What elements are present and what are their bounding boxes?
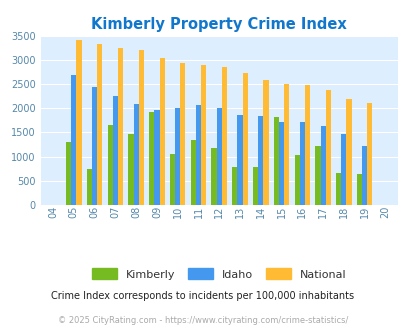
Bar (335, 173, 341, 205)
Bar (66, 142, 71, 205)
Bar (221, 67, 226, 205)
Bar (304, 85, 309, 205)
Bar (345, 99, 351, 205)
Bar (139, 50, 144, 205)
Bar (341, 134, 345, 205)
Bar (216, 109, 221, 205)
Bar (92, 87, 97, 205)
Title: Kimberly Property Crime Index: Kimberly Property Crime Index (91, 17, 346, 32)
Bar (128, 134, 133, 205)
Bar (273, 116, 278, 205)
Text: Crime Index corresponds to incidents per 100,000 inhabitants: Crime Index corresponds to incidents per… (51, 291, 354, 301)
Bar (242, 73, 247, 205)
Bar (278, 122, 284, 205)
Bar (263, 80, 268, 205)
Bar (175, 108, 180, 205)
Bar (149, 112, 154, 205)
Legend: Kimberly, Idaho, National: Kimberly, Idaho, National (87, 264, 350, 284)
Bar (113, 96, 118, 205)
Bar (361, 146, 367, 205)
Bar (367, 103, 371, 205)
Bar (211, 148, 216, 205)
Bar (107, 125, 113, 205)
Bar (190, 140, 195, 205)
Bar (258, 116, 263, 205)
Bar (159, 58, 164, 205)
Bar (71, 75, 76, 205)
Bar (154, 110, 159, 205)
Bar (237, 115, 242, 205)
Bar (169, 154, 175, 205)
Bar (252, 167, 258, 205)
Bar (320, 126, 325, 205)
Bar (325, 90, 330, 205)
Bar (284, 84, 289, 205)
Bar (356, 174, 361, 205)
Bar (87, 170, 92, 205)
Bar (232, 167, 237, 205)
Bar (76, 40, 81, 205)
Bar (299, 122, 304, 205)
Text: © 2025 CityRating.com - https://www.cityrating.com/crime-statistics/: © 2025 CityRating.com - https://www.city… (58, 316, 347, 325)
Bar (195, 105, 200, 205)
Bar (294, 155, 299, 205)
Bar (180, 63, 185, 205)
Bar (133, 104, 139, 205)
Bar (200, 65, 206, 205)
Bar (97, 44, 102, 205)
Bar (118, 48, 123, 205)
Bar (315, 146, 320, 205)
